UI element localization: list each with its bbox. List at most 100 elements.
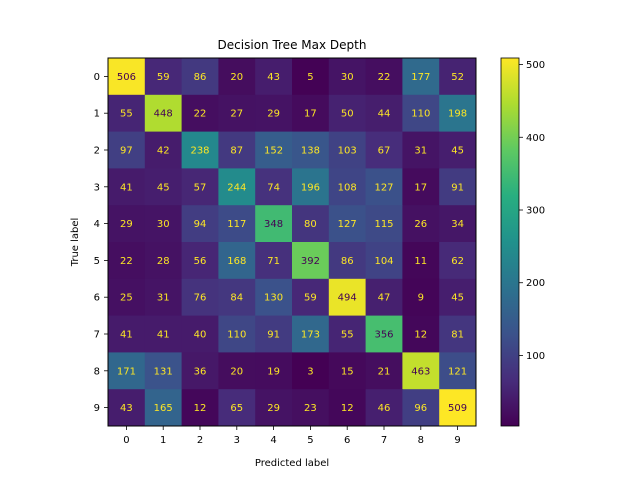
heatmap-cell bbox=[108, 352, 146, 390]
cell-value-label: 356 bbox=[374, 330, 393, 341]
chart-title: Decision Tree Max Depth bbox=[218, 38, 367, 52]
heatmap-cell bbox=[181, 352, 219, 390]
heatmap-cell bbox=[218, 352, 256, 390]
cell-value-label: 42 bbox=[157, 146, 170, 157]
cell-value-label: 81 bbox=[451, 330, 464, 341]
cell-value-label: 27 bbox=[230, 109, 243, 120]
heatmap-cell bbox=[144, 131, 183, 169]
heatmap-cell bbox=[402, 131, 440, 169]
cell-value-label: 46 bbox=[378, 403, 391, 414]
heatmap-cell bbox=[402, 315, 440, 353]
heatmap-cell bbox=[218, 389, 256, 427]
y-tick-label: 4 bbox=[94, 219, 100, 230]
x-axis-ticks: 0 1 2 3 4 5 6 7 8 9 bbox=[123, 426, 461, 446]
heatmap-cell bbox=[218, 278, 256, 317]
heatmap-cell bbox=[255, 205, 293, 243]
cell-value-label: 509 bbox=[448, 403, 467, 414]
cell-value-label: 55 bbox=[341, 330, 354, 341]
cell-value-label: 110 bbox=[411, 109, 430, 120]
x-tick-label: 0 bbox=[123, 435, 129, 446]
heatmap-cell bbox=[365, 242, 403, 280]
heatmap-cell bbox=[218, 205, 256, 243]
cell-value-label: 11 bbox=[414, 256, 427, 267]
cell-value-label: 31 bbox=[414, 146, 427, 157]
cell-value-label: 86 bbox=[194, 72, 207, 83]
cell-value-label: 244 bbox=[227, 182, 246, 193]
heatmap-cell bbox=[181, 315, 219, 353]
heatmap-cell bbox=[181, 278, 219, 317]
x-tick-label: 9 bbox=[454, 435, 460, 446]
heatmap-cell bbox=[255, 58, 293, 96]
heatmap-cell bbox=[292, 352, 330, 390]
cell-value-label: 76 bbox=[194, 293, 207, 304]
colorbar bbox=[500, 57, 520, 427]
cell-value-label: 198 bbox=[448, 109, 467, 120]
heatmap-cell bbox=[255, 352, 293, 390]
colorbar-tick-label: 200 bbox=[526, 278, 545, 289]
cell-value-label: 86 bbox=[341, 256, 354, 267]
cell-value-label: 104 bbox=[374, 256, 393, 267]
heatmap-cell bbox=[255, 242, 293, 280]
cell-value-label: 23 bbox=[304, 403, 317, 414]
heatmap-cell bbox=[218, 315, 256, 353]
heatmap-cell bbox=[181, 205, 219, 243]
cell-value-label: 47 bbox=[378, 293, 391, 304]
heatmap-cell bbox=[144, 242, 183, 280]
cell-value-label: 19 bbox=[267, 366, 280, 377]
heatmap-cell bbox=[181, 131, 219, 169]
y-tick-label: 1 bbox=[94, 109, 100, 120]
cell-value-label: 62 bbox=[451, 256, 464, 267]
heatmap-cell bbox=[144, 389, 183, 427]
cell-value-label: 40 bbox=[194, 330, 207, 341]
cell-value-label: 52 bbox=[451, 72, 464, 83]
heatmap-cell bbox=[292, 94, 330, 133]
heatmap-cell bbox=[365, 168, 403, 206]
heatmap-cell bbox=[328, 315, 367, 353]
x-axis-label: Predicted label bbox=[255, 458, 329, 469]
cell-value-label: 110 bbox=[227, 330, 246, 341]
heatmap-cell bbox=[402, 389, 440, 427]
heatmap-cell bbox=[292, 315, 330, 353]
heatmap-cell bbox=[328, 278, 367, 317]
cell-value-label: 165 bbox=[154, 403, 173, 414]
cell-value-label: 494 bbox=[338, 293, 357, 304]
heatmap-cell bbox=[144, 315, 183, 353]
cell-value-label: 45 bbox=[157, 182, 170, 193]
cell-value-label: 97 bbox=[120, 146, 133, 157]
cell-value-label: 196 bbox=[301, 182, 320, 193]
cell-value-label: 74 bbox=[267, 182, 280, 193]
cell-value-label: 41 bbox=[120, 330, 133, 341]
cell-value-label: 12 bbox=[341, 403, 354, 414]
heatmap-cell bbox=[218, 242, 256, 280]
cell-value-label: 91 bbox=[267, 330, 280, 341]
heatmap-cell bbox=[108, 94, 146, 133]
heatmap-cell bbox=[328, 389, 367, 427]
heatmap-cell bbox=[365, 58, 403, 96]
cell-value-label: 168 bbox=[227, 256, 246, 267]
cell-value-label: 9 bbox=[418, 293, 424, 304]
heatmap-cell bbox=[402, 58, 440, 96]
cell-value-label: 25 bbox=[120, 293, 133, 304]
cell-value-label: 29 bbox=[120, 219, 133, 230]
y-tick-label: 9 bbox=[94, 403, 100, 414]
heatmap-cell bbox=[402, 352, 440, 390]
cell-value-label: 12 bbox=[194, 403, 207, 414]
cell-value-label: 59 bbox=[304, 293, 317, 304]
cell-value-label: 91 bbox=[451, 182, 464, 193]
heatmap-cell bbox=[365, 205, 403, 243]
cell-value-label: 67 bbox=[378, 146, 391, 157]
colorbar-ticks: 100 200 300 400 500 bbox=[519, 60, 545, 362]
heatmap-cell bbox=[292, 205, 330, 243]
heatmap-cell bbox=[328, 168, 367, 206]
cell-value-label: 80 bbox=[304, 219, 317, 230]
heatmap-cell bbox=[255, 94, 293, 133]
heatmap-cell bbox=[402, 205, 440, 243]
y-axis-ticks: 0 1 2 3 4 5 6 7 8 9 bbox=[94, 72, 108, 414]
y-tick-label: 2 bbox=[94, 146, 100, 157]
cell-value-label: 131 bbox=[154, 366, 173, 377]
cell-value-label: 29 bbox=[267, 403, 280, 414]
heatmap-cell bbox=[439, 205, 477, 243]
cell-value-label: 17 bbox=[414, 182, 427, 193]
cell-value-label: 173 bbox=[301, 330, 320, 341]
cell-value-label: 44 bbox=[378, 109, 391, 120]
